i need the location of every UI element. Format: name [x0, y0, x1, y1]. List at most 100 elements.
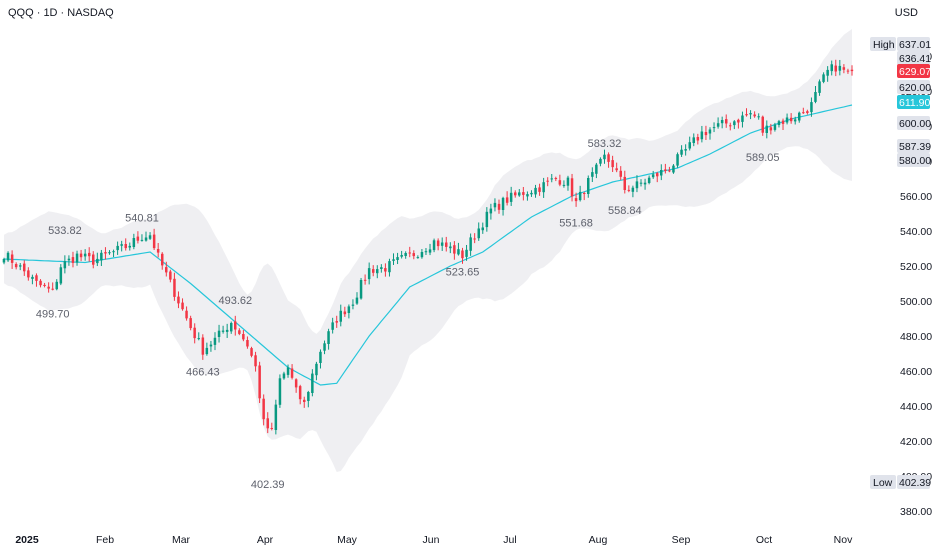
price-tag: 629.07 — [897, 64, 931, 78]
candle — [351, 299, 355, 310]
header: QQQ · 1D · NASDAQ USD — [8, 7, 918, 19]
candle — [668, 166, 671, 173]
candle — [165, 261, 168, 277]
candle — [700, 125, 704, 143]
candle — [603, 149, 606, 164]
candle — [132, 233, 136, 250]
x-tick-label: Sep — [672, 534, 691, 546]
candle — [570, 173, 574, 202]
candle — [546, 177, 549, 187]
price-annotation: 540.81 — [125, 213, 159, 225]
candle — [185, 306, 188, 321]
price-tag: 580.00 — [897, 153, 931, 167]
candle — [481, 222, 484, 234]
x-tick-label: May — [337, 534, 358, 546]
candle — [509, 186, 513, 206]
y-tick-label: 540.00 — [900, 226, 932, 238]
candle — [818, 79, 821, 96]
candle — [274, 399, 278, 435]
candle — [323, 340, 326, 355]
y-tick-label: 500.00 — [900, 296, 932, 308]
candle — [789, 113, 793, 124]
ma-line — [3, 104, 853, 386]
x-tick-label: 2025 — [15, 534, 39, 546]
candle — [27, 267, 30, 281]
candle — [635, 175, 639, 193]
price-tag-label: High — [873, 39, 895, 51]
candle — [384, 263, 387, 277]
candle — [343, 306, 347, 317]
candle — [136, 231, 140, 244]
candle — [242, 330, 245, 342]
price-annotation: 499.70 — [36, 309, 70, 321]
candle — [55, 279, 58, 291]
candle — [651, 170, 655, 179]
candle — [720, 116, 724, 129]
candle — [205, 342, 209, 356]
x-tick-label: Feb — [96, 534, 114, 546]
candle — [319, 349, 322, 369]
price-annotation: 551.68 — [559, 218, 593, 230]
candle — [489, 203, 493, 220]
candle — [290, 364, 294, 380]
y-tick-label: 420.00 — [900, 436, 932, 448]
price-annotation: 589.05 — [746, 152, 780, 164]
candle — [331, 317, 334, 334]
price-tag-value: 637.01 — [899, 39, 931, 51]
candle — [708, 127, 712, 140]
price-tag: Low 402.39 — [870, 475, 931, 489]
candle — [250, 346, 253, 358]
band-area — [4, 29, 852, 472]
candle — [39, 279, 42, 288]
candle — [43, 282, 46, 288]
candle — [307, 390, 310, 408]
candle — [225, 323, 229, 338]
candle — [213, 332, 217, 351]
candle — [10, 250, 14, 269]
price-axis[interactable]: 380.00400.00420.00440.00460.00480.00500.… — [870, 37, 932, 518]
candle — [753, 111, 756, 118]
candle — [14, 262, 18, 270]
candle — [193, 323, 196, 344]
price-tag: 620.00 — [897, 80, 931, 94]
candle — [270, 422, 273, 431]
volatility-band — [4, 29, 852, 472]
candle — [189, 315, 192, 331]
y-tick-label: 480.00 — [900, 331, 932, 343]
candle — [453, 241, 456, 260]
candle — [493, 198, 497, 212]
price-tag-value: 620.00 — [899, 82, 931, 94]
price-annotation: 466.43 — [186, 367, 220, 379]
candle — [258, 361, 261, 404]
candle — [526, 191, 529, 201]
candle — [347, 304, 351, 319]
candle — [152, 228, 156, 250]
candle — [2, 257, 6, 265]
candle — [745, 108, 748, 117]
price-tag-value: 600.00 — [899, 118, 931, 130]
candle — [96, 252, 99, 267]
candle — [201, 334, 205, 360]
candle — [173, 272, 176, 301]
candle — [156, 243, 160, 258]
candle — [303, 396, 306, 408]
candle — [140, 234, 144, 242]
candle — [664, 163, 667, 174]
candle — [615, 162, 618, 173]
price-tag-value: 636.41 — [899, 53, 931, 65]
candle — [611, 155, 614, 172]
candle — [578, 185, 582, 202]
candle — [181, 298, 184, 311]
candle — [408, 246, 411, 258]
candle — [810, 97, 813, 117]
candle — [599, 157, 602, 167]
candle — [335, 315, 338, 328]
time-axis[interactable]: 2025 Feb Mar Apr May Jun Jul Aug Sep Oct Nov — [15, 534, 853, 546]
candle — [286, 364, 290, 378]
price-tag-value: 587.39 — [899, 141, 931, 153]
candle — [372, 265, 375, 277]
x-tick-label: Nov — [834, 534, 853, 546]
candle — [432, 238, 436, 253]
candle — [376, 265, 379, 279]
